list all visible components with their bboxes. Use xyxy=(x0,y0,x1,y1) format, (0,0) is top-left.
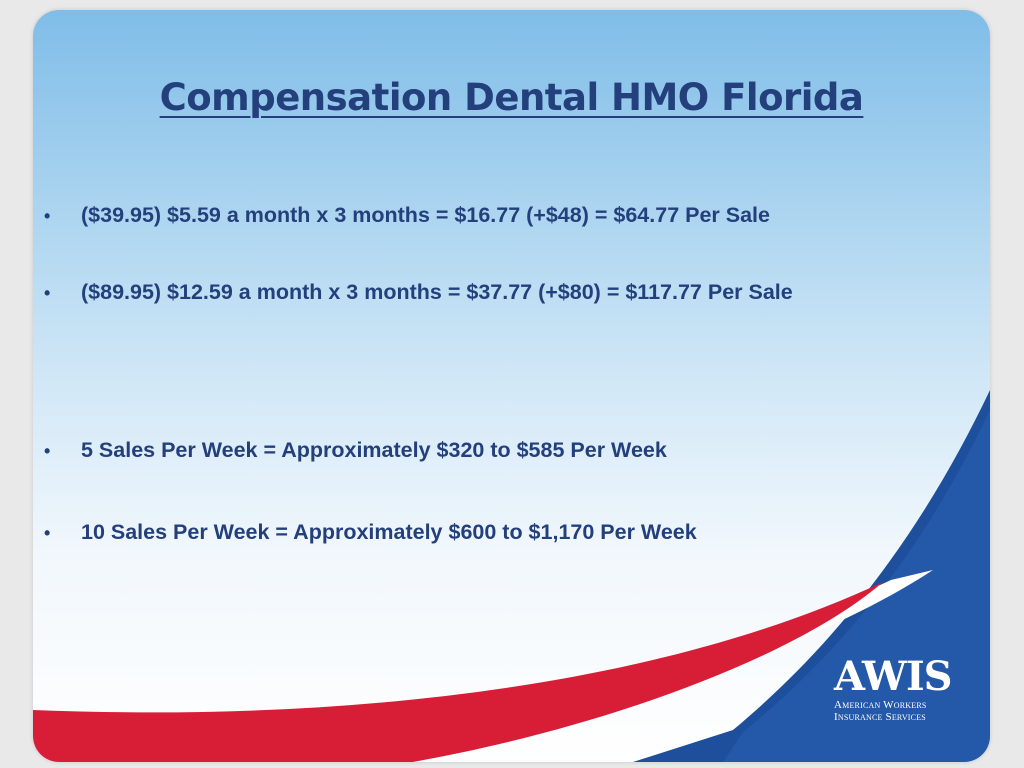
bullet-list: • ($39.95) $5.59 a month x 3 months = $1… xyxy=(33,10,990,762)
bullet-text: ($89.95) $12.59 a month x 3 months = $37… xyxy=(81,280,793,304)
bullet-item-3: • 5 Sales Per Week = Approximately $320 … xyxy=(44,438,667,463)
logo-mark: AWIS xyxy=(834,653,953,700)
bullet-item-1: • ($39.95) $5.59 a month x 3 months = $1… xyxy=(44,203,770,228)
bullet-dot: • xyxy=(44,441,51,461)
awis-logo: AWIS American Workers Insurance Services xyxy=(834,653,954,724)
bullet-text: ($39.95) $5.59 a month x 3 months = $16.… xyxy=(81,203,770,227)
blue-wave-highlight xyxy=(723,410,990,762)
decorative-waves xyxy=(33,390,990,762)
red-wave xyxy=(33,582,883,762)
bullet-item-4: • 10 Sales Per Week = Approximately $600… xyxy=(44,520,697,545)
bullet-dot: • xyxy=(44,206,51,226)
bullet-text: 5 Sales Per Week = Approximately $320 to… xyxy=(81,438,667,462)
slide-title: Compensation Dental HMO Florida xyxy=(159,76,864,119)
bullet-item-2: • ($89.95) $12.59 a month x 3 months = $… xyxy=(44,280,793,305)
logo-line-1: American Workers xyxy=(834,699,927,711)
logo-line-2: Insurance Services xyxy=(834,711,926,723)
bullet-text: 10 Sales Per Week = Approximately $600 t… xyxy=(81,520,697,544)
bullet-dot: • xyxy=(44,283,51,303)
bullet-dot: • xyxy=(44,523,51,543)
slide: Compensation Dental HMO Florida • ($39.9… xyxy=(33,10,990,762)
